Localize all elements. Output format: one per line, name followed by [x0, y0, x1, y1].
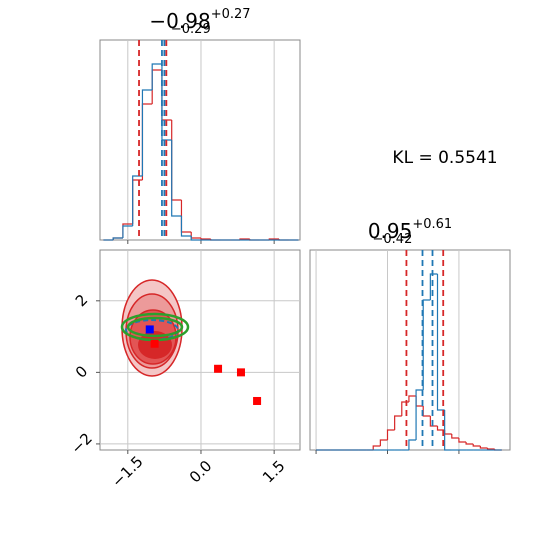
histogram-step [422, 299, 431, 390]
histogram-step [436, 274, 445, 411]
histogram-step [479, 446, 488, 449]
density-contours [120, 279, 190, 377]
histogram-step [112, 237, 123, 240]
histogram-step [408, 395, 417, 402]
histogram-step [132, 175, 143, 226]
panel-title: 0.95+0.61 −0.42 [368, 217, 452, 247]
histogram-step [451, 434, 459, 439]
y-tick-label: 0 [72, 362, 91, 381]
panel-title: −0.98+0.27 −0.29 [149, 7, 250, 37]
histogram-step [401, 401, 409, 416]
scatter-point [150, 339, 159, 348]
histogram-step [486, 448, 495, 450]
histogram-step [444, 430, 452, 435]
title-minus: −0.42 [373, 232, 413, 247]
histogram-step [171, 120, 182, 201]
title-value: 0.95 [368, 219, 413, 243]
histogram-step [171, 140, 182, 217]
contour [126, 316, 184, 338]
histogram-step [436, 426, 445, 431]
x-tick-label: 0.0 [186, 457, 216, 487]
histogram-step [132, 179, 143, 224]
panel-frame [309, 249, 511, 451]
contour [125, 319, 179, 341]
histogram-step [429, 273, 438, 300]
scatter-point [145, 325, 154, 334]
title-plus: +0.61 [412, 217, 452, 232]
histogram-step [415, 389, 424, 440]
histogram-step [141, 103, 153, 180]
scatter-point [236, 368, 245, 377]
y-tick-label: 2 [72, 291, 91, 310]
histogram-step [190, 236, 201, 241]
x-tick-label: −1.5 [108, 452, 146, 490]
histogram-step [141, 89, 153, 176]
histogram-step [379, 439, 388, 446]
histogram-step [429, 416, 438, 427]
histogram-step [422, 406, 431, 417]
histogram-step [180, 216, 192, 237]
histogram-step [122, 225, 133, 238]
annotation: KL = 0.5541 [392, 148, 497, 168]
scatter-point [253, 396, 262, 405]
title-plus: +0.27 [211, 7, 251, 22]
title-value: −0.98 [149, 9, 210, 33]
histogram-step [180, 200, 192, 233]
histogram-step [372, 445, 381, 450]
panel-frame [99, 39, 301, 241]
title-minus: −0.29 [171, 22, 211, 37]
histogram-step [458, 438, 467, 443]
histogram-step [386, 429, 395, 440]
histogram-step [408, 439, 417, 450]
x-tick-label: 1.5 [259, 457, 289, 487]
panel-frame [99, 249, 301, 451]
histogram-step [151, 69, 162, 104]
histogram-step [465, 442, 474, 445]
histogram-step [151, 63, 162, 90]
histogram-step [472, 444, 481, 447]
histogram-step [394, 415, 402, 430]
histogram-step [190, 232, 201, 239]
histogram-step [200, 238, 211, 240]
histogram-step [444, 410, 452, 451]
y-tick-label: −2 [67, 429, 95, 457]
scatter-point [214, 364, 223, 373]
